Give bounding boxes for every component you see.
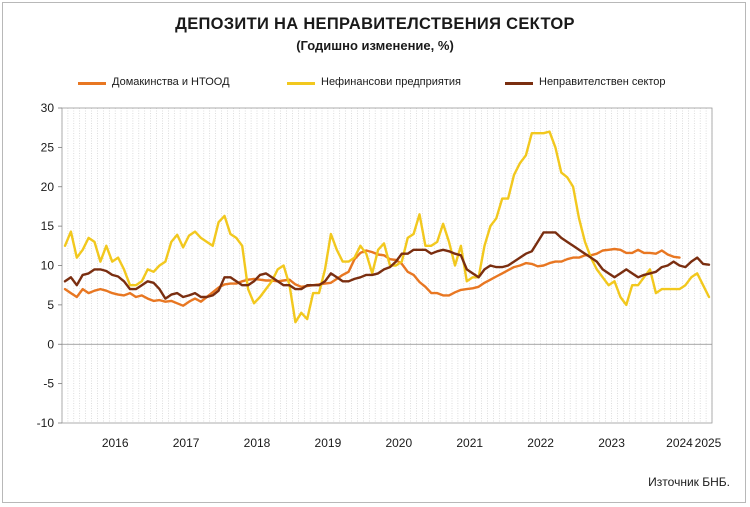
legend: Домакинства и НТООД Нефинансови предприя… <box>0 75 750 91</box>
y-tick-label: -5 <box>43 377 54 391</box>
series-line-households <box>63 247 681 307</box>
chart-title: ДЕПОЗИТИ НА НЕПРАВИТЕЛСТВЕНИЯ СЕКТОР <box>175 15 575 33</box>
y-tick-label: 20 <box>41 180 55 194</box>
y-tick-label: 0 <box>47 337 54 351</box>
y-tick-label: 10 <box>41 259 55 273</box>
legend-swatch-households <box>78 82 106 85</box>
y-tick-label: 5 <box>47 298 54 312</box>
series-line-nonfinancial <box>63 130 711 324</box>
y-tick-label: 30 <box>41 101 55 115</box>
x-tick-label: 2020 <box>385 436 412 450</box>
y-tick-label: -10 <box>37 416 55 430</box>
x-tick-label: 2018 <box>244 436 271 450</box>
y-tick-label: 15 <box>41 219 55 233</box>
x-tick-label: 2016 <box>102 436 129 450</box>
legend-swatch-nonfinancial <box>287 82 315 85</box>
legend-label-households: Домакинства и НТООД <box>112 76 230 88</box>
legend-label-nonfinancial: Нефинансови предприятия <box>321 76 461 88</box>
x-tick-label: 2025 <box>695 436 722 450</box>
x-tick-label: 2017 <box>173 436 200 450</box>
legend-swatch-nongov <box>505 82 533 85</box>
chart-subtitle: (Годишно изменение, %) <box>296 38 454 53</box>
x-tick-label: 2021 <box>456 436 483 450</box>
y-tick-label: 25 <box>41 140 55 154</box>
series-line-nongov <box>63 231 711 300</box>
x-tick-label: 2024 <box>666 436 693 450</box>
x-tick-label: 2022 <box>527 436 554 450</box>
legend-label-nongov: Неправителствен сектор <box>539 76 666 88</box>
x-tick-label: 2023 <box>598 436 625 450</box>
source-note: Източник БНБ. <box>648 475 730 489</box>
x-tick-label: 2019 <box>315 436 342 450</box>
